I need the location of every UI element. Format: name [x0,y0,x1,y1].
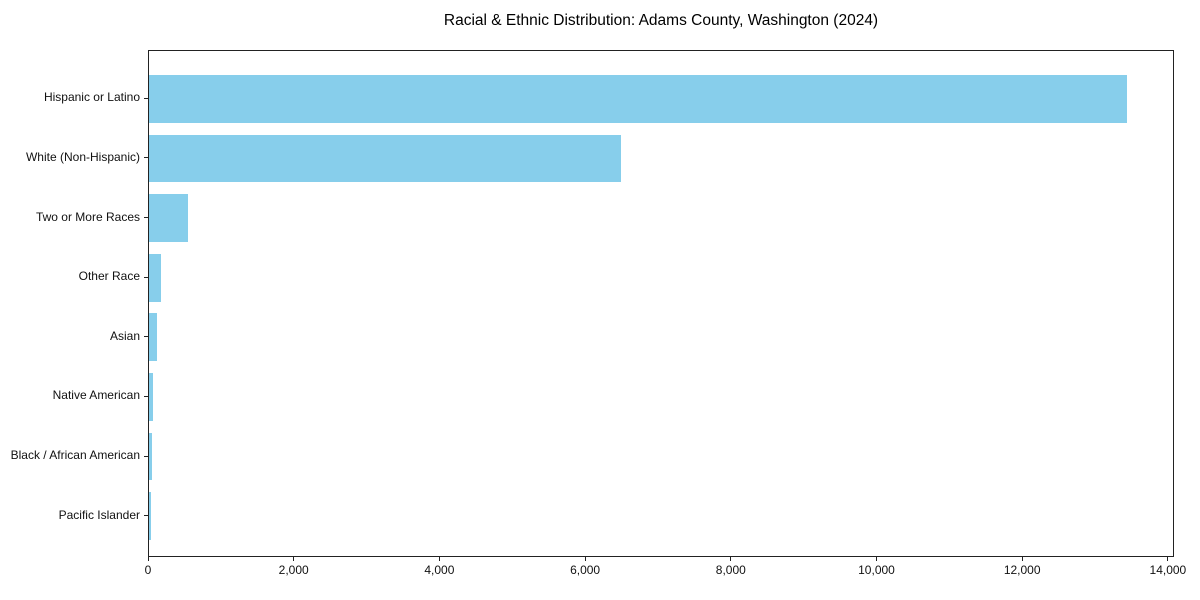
bar-native-american [149,373,154,421]
x-tick-label-10000: 10,000 [858,563,895,577]
y-tick-label-pacific-islander: Pacific Islander [58,507,140,522]
y-tick-mark [144,515,148,517]
x-tick-label-14000: 14,000 [1149,563,1187,577]
y-tick-label-native-american: Native American [52,388,140,403]
bar-other-race [149,253,161,302]
y-tick-label-hispanic-or-latino: Hispanic or Latino [43,90,140,105]
y-tick-label-black-african-american: Black / African American [10,448,140,463]
y-tick-mark [144,276,148,278]
y-tick-mark [144,455,148,457]
y-tick-mark [144,157,148,159]
y-tick-label-other-race: Other Race [78,269,140,284]
bar-black-african-american [149,432,152,481]
x-tick-label-2000: 2,000 [278,563,309,577]
bar-hispanic-or-latino [149,74,1127,123]
bar-white-non-hispanic [149,134,622,183]
y-tick-mark [144,97,148,99]
x-tick-label-4000: 4,000 [424,563,455,577]
y-tick-label-asian: Asian [109,328,140,343]
plot-area [148,50,1174,557]
x-tick-label-12000: 12,000 [1003,563,1041,577]
y-tick-mark [144,336,148,338]
y-tick-label-two-or-more-races: Two or More Races [35,209,140,224]
chart-title: Racial & Ethnic Distribution: Adams Coun… [443,12,879,29]
x-tick-label-8000: 8,000 [715,563,746,577]
x-tick-mark [438,557,440,561]
x-tick-mark [147,557,149,561]
bar-asian [149,313,157,362]
x-tick-label-0: 0 [144,563,152,577]
x-tick-mark [584,557,586,561]
x-tick-mark [1021,557,1023,561]
y-tick-mark [144,395,148,397]
bar-two-or-more-races [149,194,188,242]
x-tick-mark [730,557,732,561]
x-tick-mark [293,557,295,561]
bar-pacific-islander [149,492,152,541]
y-tick-mark [144,217,148,218]
x-tick-mark [1167,557,1169,561]
y-tick-label-white-non-hispanic: White (Non-Hispanic) [25,149,140,164]
x-tick-mark [875,557,877,561]
x-tick-label-6000: 6,000 [570,563,601,577]
